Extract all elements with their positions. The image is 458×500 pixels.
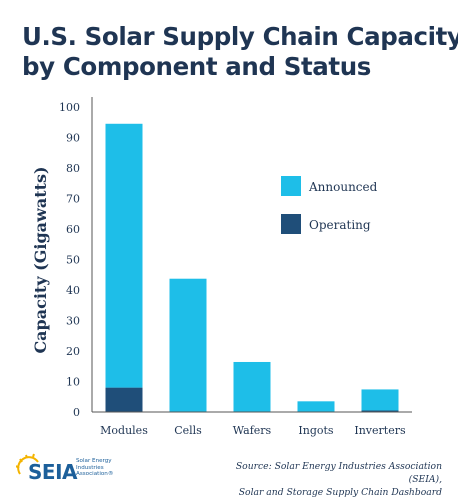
- legend-swatch-announced: [281, 176, 301, 196]
- source-line-1: Source: Solar Energy Industries Associat…: [235, 461, 442, 485]
- legend-label-operating: Operating: [309, 218, 371, 232]
- bars: [105, 123, 399, 412]
- bar-ingots-announced: [297, 401, 335, 412]
- x-tick-label: Wafers: [233, 424, 272, 437]
- bar-inverters-operating: [361, 410, 399, 412]
- bar-inverters-announced: [361, 389, 399, 411]
- bar-wafers-announced: [233, 361, 271, 412]
- y-tick-label: 20: [66, 345, 80, 358]
- legend: Announced Operating: [281, 176, 378, 234]
- legend-label-announced: Announced: [308, 180, 378, 194]
- source-line-2: Solar and Storage Supply Chain Dashboard: [238, 487, 442, 498]
- seia-logo: SEIA Solar Energy Industries Association…: [14, 452, 114, 488]
- legend-swatch-operating: [281, 214, 301, 234]
- x-tick-label: Ingots: [298, 424, 334, 437]
- y-tick-label: 10: [66, 376, 80, 389]
- y-axis: 0 10 20 30 40 50 60 70 80 90 100: [59, 97, 93, 419]
- x-axis: Modules Cells Wafers Ingots Inverters: [92, 411, 412, 437]
- y-tick-label: 100: [59, 101, 80, 114]
- logo-tagline-1: Solar Energy: [76, 458, 112, 464]
- logo-tagline: Solar Energy Industries Association®: [76, 458, 118, 478]
- y-tick-label: 60: [66, 223, 80, 236]
- chart-title-line-2: by Component and Status: [22, 52, 371, 81]
- x-tick-label: Cells: [174, 424, 202, 437]
- y-tick-label: 40: [66, 284, 80, 297]
- chart-title: U.S. Solar Supply Chain Capacity by Comp…: [22, 22, 458, 82]
- y-tick-label: 30: [66, 315, 80, 328]
- logo-text: SEIA: [28, 460, 78, 484]
- x-tick-label: Modules: [100, 424, 148, 437]
- y-tick-label: 80: [66, 162, 80, 175]
- y-tick-label: 0: [73, 406, 80, 419]
- bar-chart: 0 10 20 30 40 50 60 70 80 90 100 Modules Cells Wafer…: [31, 97, 412, 437]
- y-tick-label: 70: [66, 193, 80, 206]
- source-note: Source: Solar Energy Industries Associat…: [202, 460, 442, 499]
- bar-modules-announced: [105, 123, 143, 388]
- y-tick-label: 90: [66, 132, 80, 145]
- chart-title-line-1: U.S. Solar Supply Chain Capacity: [22, 22, 458, 51]
- x-tick-label: Inverters: [354, 424, 406, 437]
- bar-modules-operating: [105, 387, 143, 412]
- bar-cells-announced: [169, 278, 207, 412]
- logo-tagline-2: Industries: [76, 464, 104, 471]
- logo-tagline-3: Association®: [76, 471, 114, 477]
- y-axis-label: Capacity (Gigawatts): [31, 166, 50, 353]
- y-tick-label: 50: [66, 254, 80, 267]
- sun-icon: [16, 453, 39, 475]
